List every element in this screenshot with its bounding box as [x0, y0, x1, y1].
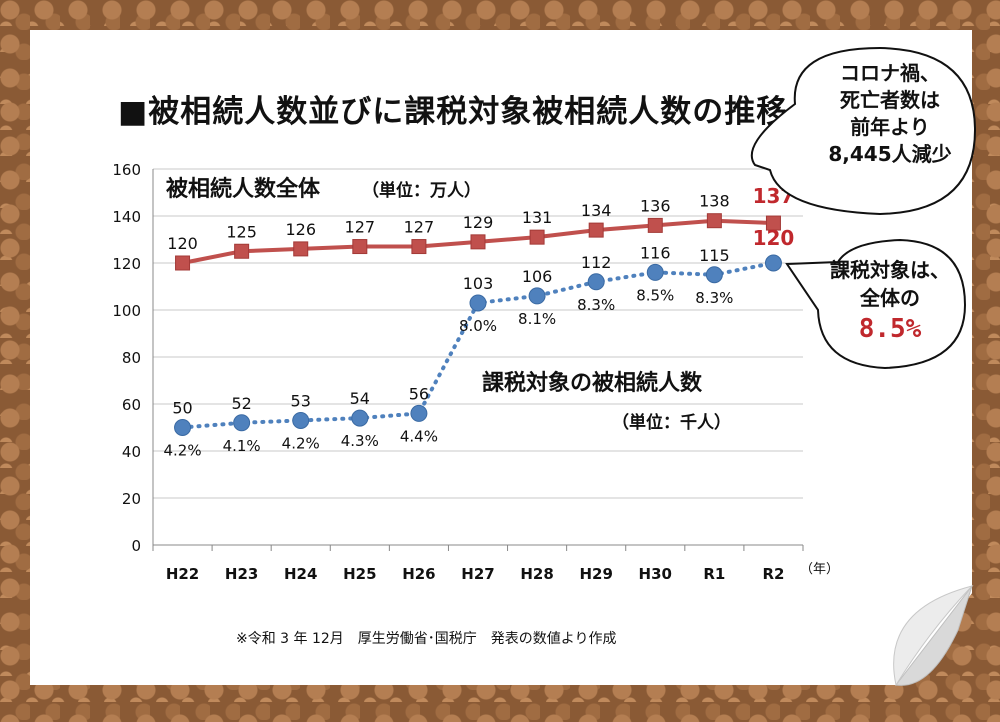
total-value-label: 127 — [345, 218, 376, 237]
total-series-point — [175, 255, 191, 271]
callout-right-bubble — [785, 238, 967, 370]
page-title: ■被相続人数並びに課税対象被相続人数の推移 — [118, 94, 789, 130]
taxed-series-point — [528, 287, 546, 305]
y-tick-label: 0 — [131, 537, 141, 555]
total-value-label: 129 — [463, 213, 494, 232]
y-tick-label: 60 — [122, 396, 141, 414]
series — [174, 213, 782, 436]
total-series-name: 被相続人数全体 — [166, 176, 321, 202]
y-tick-label: 100 — [112, 302, 141, 320]
y-tick-label: 120 — [112, 255, 141, 273]
x-tick-label: H25 — [343, 565, 376, 583]
total-series-point — [234, 243, 250, 259]
taxed-value-label: 106 — [522, 267, 553, 286]
taxed-value-label: 52 — [231, 394, 251, 413]
total-value-label: 136 — [640, 196, 671, 215]
taxed-value-label: 53 — [291, 391, 311, 410]
taxed-percent-label: 8.3% — [577, 296, 615, 314]
taxed-percent-label: 8.1% — [518, 310, 556, 328]
total-series-point — [765, 215, 781, 231]
taxed-percent-label: 4.4% — [400, 427, 438, 445]
taxed-value-label: 103 — [463, 274, 494, 293]
taxed-series-point — [705, 266, 723, 284]
taxed-value-label: 50 — [172, 399, 192, 418]
total-value-label: 126 — [285, 220, 316, 239]
total-value-label: 125 — [226, 222, 257, 241]
callout-top-bubble — [750, 46, 977, 216]
x-tick-label: H23 — [225, 565, 258, 583]
taxed-series-name: 課税対象の被相続人数 — [482, 370, 703, 396]
callout-top-line-2: 死亡者数は — [840, 88, 940, 112]
taxed-series-point — [469, 294, 487, 312]
total-value-label: 134 — [581, 201, 612, 220]
total-series-point — [352, 239, 368, 255]
taxed-value-label: 120 — [753, 226, 795, 250]
taxed-percent-label: 4.2% — [163, 442, 201, 460]
total-series-point — [529, 229, 545, 245]
axes: 0 20 40 60 80 100 120 140 160 H22 H23 H24 H25 H26 H27 H… — [112, 161, 804, 583]
callout-top-line-3: 前年より — [850, 115, 930, 139]
taxed-series-point — [410, 404, 428, 422]
callout-right-percent: 8.5% — [858, 314, 922, 344]
taxed-series-point — [292, 411, 310, 429]
y-tick-label: 80 — [122, 349, 141, 367]
taxed-value-label: 116 — [640, 243, 671, 262]
taxed-series-point — [233, 414, 251, 432]
x-tick-label: R1 — [703, 565, 725, 583]
taxed-percent-label: 4.2% — [282, 434, 320, 452]
source-footnote: ※令和 3 年 12月 厚生労働省･国税庁 発表の数値より作成 — [236, 631, 617, 647]
total-series-point — [470, 234, 486, 250]
callout-top-text: コロナ禍、 死亡者数は 前年より 8,445人減少 — [815, 60, 965, 168]
taxed-value-label: 54 — [350, 389, 370, 408]
taxed-series-point — [587, 273, 605, 291]
y-tick-label: 20 — [122, 490, 141, 508]
callout-right-text: 課税対象は、 全体の 8.5% — [825, 256, 955, 346]
x-tick-label: H30 — [639, 565, 672, 583]
taxed-series-point — [174, 419, 192, 436]
taxed-series-point — [764, 254, 782, 272]
total-series-point — [411, 239, 427, 255]
total-value-label: 120 — [167, 234, 198, 253]
taxed-percent-label: 4.1% — [223, 437, 261, 455]
callout-right-line-1: 課税対象は、 — [830, 258, 950, 282]
taxed-percent-label: 4.3% — [341, 432, 379, 450]
taxed-series-point — [646, 263, 664, 281]
total-series-point — [588, 222, 604, 238]
y-tick-label: 140 — [112, 208, 141, 226]
taxed-series-point — [351, 409, 369, 427]
grid-lines — [153, 168, 803, 499]
x-tick-label: R2 — [762, 565, 784, 583]
total-series-point — [706, 213, 722, 229]
total-series-unit: （単位：万人） — [362, 180, 481, 201]
taxed-value-label: 115 — [699, 246, 730, 265]
taxed-percent-label: 8.3% — [695, 289, 733, 307]
x-tick-label: H29 — [579, 565, 612, 583]
callout-right-line-2: 全体の — [860, 286, 920, 310]
taxed-value-label: 112 — [581, 253, 612, 272]
taxed-percent-label: 8.0% — [459, 317, 497, 335]
y-tick-label: 40 — [122, 443, 141, 461]
taxed-value-label: 56 — [409, 384, 429, 403]
taxed-percent-label: 8.5% — [636, 286, 674, 304]
callout-top-line-4: 8,445人減少 — [828, 142, 952, 166]
total-series-point — [293, 241, 309, 257]
x-tick-label: H22 — [166, 565, 199, 583]
callout-top-line-1: コロナ禍、 — [840, 61, 940, 85]
x-tick-label: H27 — [461, 565, 494, 583]
x-tick-label: H28 — [520, 565, 553, 583]
total-series-point — [647, 217, 663, 233]
taxed-series-unit: （単位：千人） — [612, 412, 731, 433]
y-tick-label: 160 — [112, 161, 141, 179]
total-value-label: 138 — [699, 192, 730, 211]
x-axis-unit: （年） — [800, 562, 839, 577]
x-tick-label: H26 — [402, 565, 435, 583]
x-tick-label: H24 — [284, 565, 317, 583]
total-value-label: 127 — [404, 218, 435, 237]
total-value-label: 131 — [522, 208, 553, 227]
